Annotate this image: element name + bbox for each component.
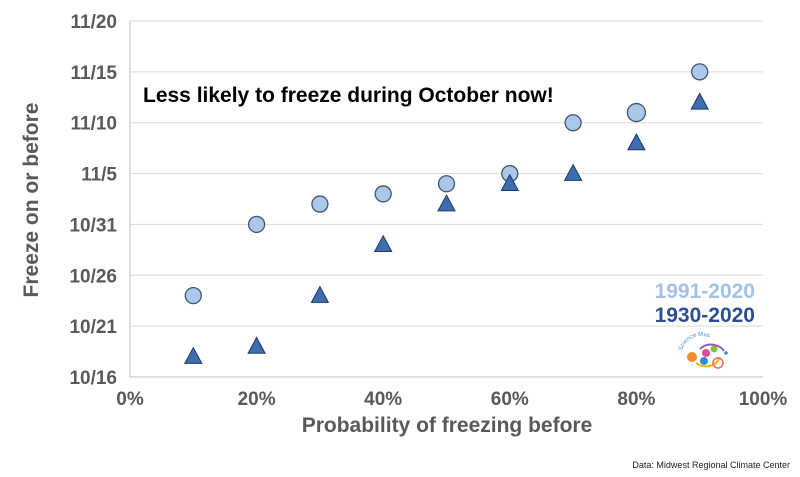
data-point-circle (564, 114, 582, 132)
x-tick-labels: 0% 20% 40% 60% 80% 100% (116, 389, 787, 410)
data-point-triangle (500, 173, 520, 191)
y-tick-label: 10/16 (69, 368, 117, 389)
data-point-triangle (310, 285, 330, 303)
x-axis-label: Probability of freezing before (302, 414, 593, 437)
x-tick-label: 60% (491, 389, 529, 410)
data-point-circle (184, 286, 202, 305)
chart-annotation: Less likely to freeze during October now… (143, 84, 554, 107)
y-tick-labels: 10/16 10/21 10/26 10/31 11/5 11/10 11/15 11/20 (69, 12, 117, 389)
data-point-triangle (247, 336, 266, 354)
data-point-triangle (563, 163, 583, 181)
data-point-triangle (437, 194, 456, 212)
data-marks (183, 63, 710, 364)
data-point-circle (247, 215, 266, 234)
x-tick-label: 20% (238, 389, 276, 410)
legend-entry-1930-2020: 1930-2020 (655, 304, 755, 327)
data-point-circle (311, 195, 329, 213)
y-tick-label: 10/31 (69, 215, 117, 236)
y-tick-label: 11/20 (71, 12, 118, 33)
y-tick-label: 10/26 (69, 266, 117, 287)
data-point-circle (691, 63, 709, 81)
data-point-circle (626, 102, 647, 123)
x-tick-label: 80% (617, 389, 655, 410)
data-point-triangle (690, 92, 710, 110)
data-point-triangle (627, 133, 646, 151)
y-tick-label: 11/5 (81, 165, 117, 186)
data-point-circle (437, 175, 456, 193)
data-point-triangle (373, 234, 393, 253)
y-axis-label: Freeze on or before (20, 103, 43, 298)
science-museum-logo: Science Museum of Virginia (678, 332, 728, 369)
data-point-circle (374, 185, 392, 203)
gridlines (130, 20, 763, 327)
logo-flower-icon (687, 352, 697, 362)
data-point-triangle (183, 346, 203, 364)
x-tick-label: 100% (739, 389, 788, 410)
x-tick-label: 40% (364, 389, 402, 410)
x-tick-label: 0% (116, 389, 144, 410)
y-tick-label: 11/10 (71, 114, 118, 135)
y-tick-label: 10/21 (69, 317, 117, 338)
legend-entry-1991-2020: 1991-2020 (655, 280, 755, 303)
data-source: Data: Midwest Regional Climate Center (632, 460, 790, 470)
y-tick-label: 11/15 (71, 63, 118, 84)
